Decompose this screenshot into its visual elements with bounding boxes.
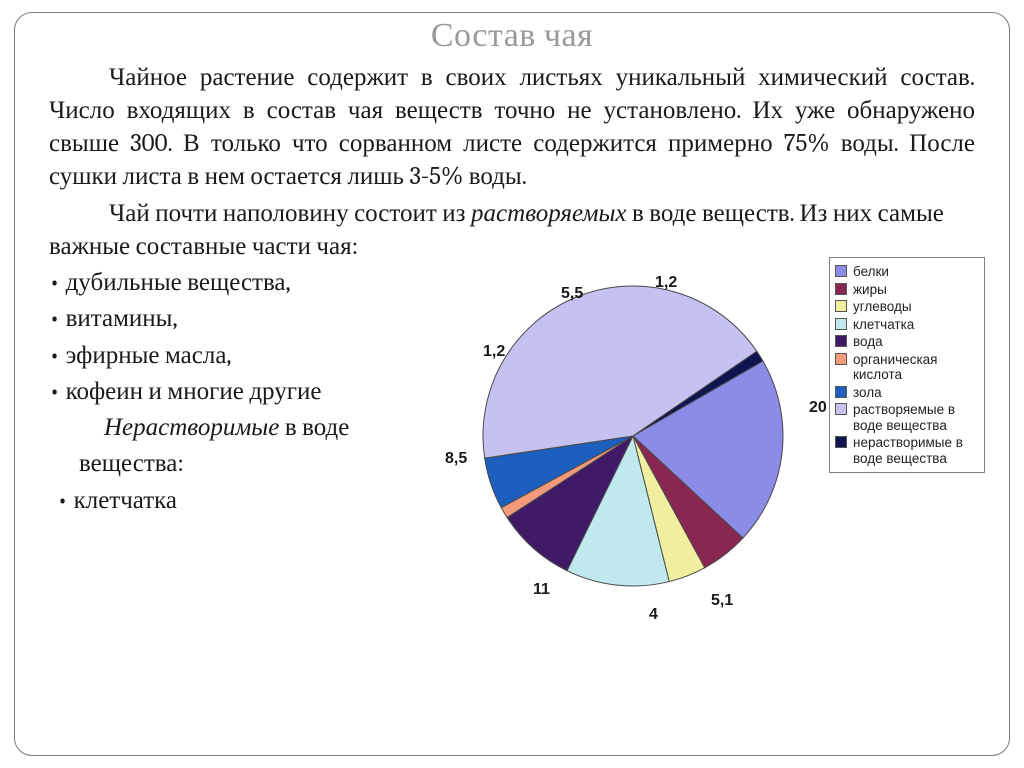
bullet-list: дубильные вещества, витамины, эфирные ма…	[49, 265, 439, 625]
legend-swatch	[835, 353, 847, 365]
lower-row: дубильные вещества, витамины, эфирные ма…	[15, 265, 1009, 625]
legend-swatch	[835, 300, 847, 312]
pie-data-label: 1,2	[483, 343, 505, 361]
chart-area: 20 5,1 4 11 8,5 1,2 5,5 1,2 белки жирыуглеводы кл…	[439, 265, 999, 625]
insol-em: Нерастворимые	[104, 413, 279, 442]
legend-swatch	[835, 318, 847, 330]
legend-swatch	[835, 283, 847, 295]
legend-label: белки	[853, 264, 979, 280]
pie-data-label: 4	[649, 606, 658, 624]
legend-swatch	[835, 386, 847, 398]
insol-b: в воде	[279, 413, 349, 442]
pie-holder: 205,14118,51,25,51,2	[445, 271, 823, 616]
paragraph-1: Чайное растение содержит в своих листьях…	[49, 61, 975, 193]
legend-item: углеводы	[835, 299, 979, 315]
legend-label: вода	[853, 334, 979, 350]
paragraph-2: Чай почти наполовину состоит из растворя…	[49, 197, 975, 263]
legend-label: жиры	[853, 282, 979, 298]
pie-data-label: 11	[533, 581, 550, 599]
slide-frame: Состав чая Чайное растение содержит в св…	[14, 12, 1010, 756]
legend-swatch	[835, 403, 847, 415]
legend-swatch	[835, 265, 847, 277]
body-text: Чайное растение содержит в своих листьях…	[15, 55, 1009, 263]
pie-data-label: 5,5	[561, 285, 583, 303]
legend-item: белки	[835, 264, 979, 280]
legend-swatch	[835, 335, 847, 347]
legend-label: клетчатка	[853, 317, 979, 333]
bullet-item: дубильные вещества,	[49, 265, 439, 301]
legend-label: нерастворимые в воде вещества	[853, 435, 979, 466]
slide-title: Состав чая	[15, 15, 1009, 55]
legend-label: зола	[853, 385, 979, 401]
p2-a: Чай почти наполовину состоит из	[109, 199, 471, 228]
legend-label: растворяемые в воде вещества	[853, 402, 979, 433]
bullet-item: эфирные масла,	[49, 338, 439, 374]
legend-item: растворяемые в воде вещества	[835, 402, 979, 433]
legend-swatch	[835, 436, 847, 448]
p2-em: растворяемых	[471, 199, 626, 228]
legend-label: органическая кислота	[853, 352, 979, 383]
pie-chart	[445, 271, 823, 616]
legend-box: белки жирыуглеводы клетчаткавода органическ…	[829, 257, 985, 473]
legend-item: вода	[835, 334, 979, 350]
pie-data-label: 5,1	[711, 592, 733, 610]
legend-label: углеводы	[853, 299, 979, 315]
pie-data-label: 20	[809, 399, 827, 417]
pie-data-label: 1,2	[655, 274, 677, 292]
bullet-item: кофеин и многие другие	[49, 374, 439, 410]
legend-item: зола	[835, 385, 979, 401]
legend-item: жиры	[835, 282, 979, 298]
bullet-item: витамины,	[49, 301, 439, 337]
legend-item: органическая кислота	[835, 352, 979, 383]
insoluble-line2: вещества:	[49, 446, 439, 482]
bullet-item: клетчатка	[49, 483, 439, 519]
legend-item: нерастворимые в воде вещества	[835, 435, 979, 466]
legend-item: клетчатка	[835, 317, 979, 333]
insoluble-heading: Нерастворимые в воде	[49, 410, 439, 446]
pie-data-label: 8,5	[445, 450, 467, 468]
